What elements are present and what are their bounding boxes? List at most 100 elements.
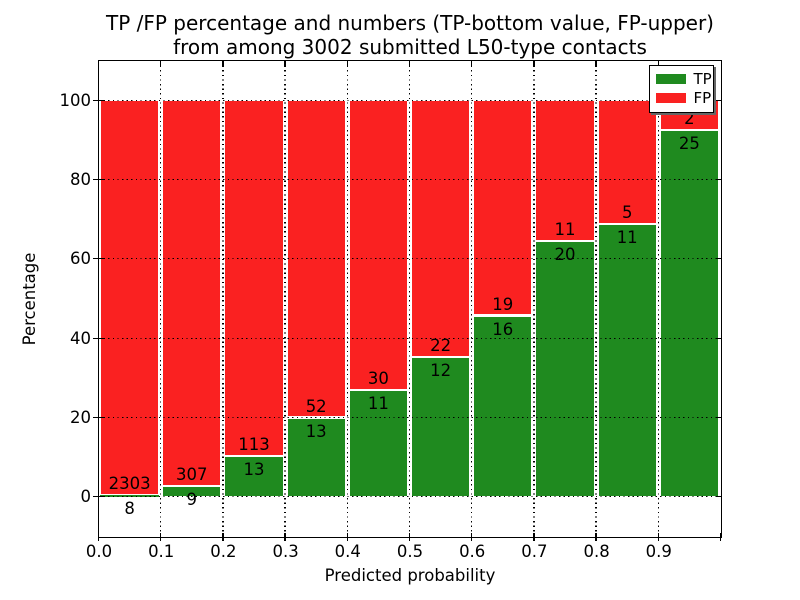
bar-segment-fp bbox=[597, 100, 657, 225]
bar-segment-tp bbox=[659, 129, 719, 497]
bar-count-label-tp: 8 bbox=[124, 499, 135, 519]
y-axis-tick bbox=[92, 178, 104, 181]
y-axis-tick bbox=[92, 258, 104, 260]
top-axis-tick bbox=[160, 60, 162, 66]
bar-count-label-fp: 52 bbox=[305, 396, 327, 416]
bar-segment-fp bbox=[100, 100, 160, 496]
top-axis-tick bbox=[471, 60, 473, 66]
bar-count-label-fp: 19 bbox=[492, 294, 514, 314]
bar-count-label-fp: 22 bbox=[430, 335, 452, 355]
x-axis-tick bbox=[408, 532, 411, 541]
chart-title: TP /FP percentage and numbers (TP-bottom… bbox=[99, 11, 721, 59]
bar-count-label-fp: 2 bbox=[684, 108, 695, 128]
y-axis-tick bbox=[92, 337, 104, 339]
bar-count-label-tp: 13 bbox=[305, 421, 327, 441]
x-axis-tick bbox=[595, 532, 597, 541]
grid-line-vertical bbox=[284, 60, 286, 537]
bar-count-label-tp: 25 bbox=[678, 133, 700, 153]
x-axis-tick bbox=[222, 532, 224, 541]
bar-segment-tp bbox=[535, 240, 595, 497]
y-tick-label: 40 bbox=[70, 328, 91, 348]
plot-area: 2303 8 307 9 113 13 52 13 30 11 22 12 19 16 11 20 5 11 2 25… bbox=[92, 59, 722, 541]
bar-count-label-tp: 16 bbox=[492, 319, 514, 339]
top-axis-tick bbox=[533, 60, 535, 66]
bar-segment-tp bbox=[597, 224, 657, 497]
bar-count-label-tp: 13 bbox=[243, 459, 265, 479]
bar-segment-tp bbox=[100, 495, 160, 497]
top-axis-tick bbox=[657, 60, 659, 66]
legend-swatch-fp bbox=[655, 93, 686, 103]
bar-count-label-fp: 113 bbox=[238, 434, 270, 454]
bar-count-label-tp: 12 bbox=[430, 360, 452, 380]
x-tick-label: 0.8 bbox=[583, 542, 610, 561]
bar-segment-fp bbox=[535, 100, 595, 241]
grid-line-vertical bbox=[595, 60, 597, 537]
grid-line-vertical bbox=[346, 60, 348, 537]
bar-labels-layer: 2303 8 307 9 113 13 52 13 30 11 22 12 19 16 11 20 5 11 2 25 bbox=[99, 61, 721, 537]
x-tick-label: 0.5 bbox=[396, 542, 424, 561]
x-axis-tick bbox=[657, 532, 659, 541]
bar-segment-fp bbox=[162, 100, 222, 486]
y-tick-label: 60 bbox=[70, 249, 91, 269]
right-axis-tick bbox=[715, 178, 721, 181]
bar-segment-fp bbox=[348, 100, 408, 391]
bar-segment-tp bbox=[286, 417, 346, 497]
legend-label-tp: TP bbox=[693, 70, 712, 88]
bar-segment-tp bbox=[348, 390, 408, 497]
axis-ticks-layer bbox=[92, 60, 722, 541]
bar-count-label-fp: 30 bbox=[367, 369, 389, 389]
y-axis-tick bbox=[92, 416, 104, 419]
x-tick-label: 0.2 bbox=[210, 542, 237, 561]
y-axis-tick bbox=[92, 496, 104, 498]
bar-count-label-fp: 307 bbox=[176, 464, 208, 484]
bar-count-label-fp: 11 bbox=[554, 219, 576, 239]
bar-segment-tp bbox=[224, 455, 284, 497]
x-tick-label: 0.6 bbox=[459, 542, 486, 561]
x-axis-label: Predicted probability bbox=[324, 566, 496, 585]
grid-line-vertical bbox=[471, 60, 473, 537]
x-tick-label: 0.4 bbox=[334, 542, 361, 561]
x-tick-label: 0.1 bbox=[148, 542, 175, 561]
bar-segment-tp bbox=[473, 315, 533, 497]
x-axis-tick bbox=[284, 532, 286, 541]
top-axis-tick bbox=[408, 60, 411, 66]
grid-line-vertical bbox=[160, 60, 162, 537]
x-axis-tick bbox=[160, 532, 162, 541]
right-axis-tick bbox=[715, 416, 721, 419]
x-tick-label: 0.9 bbox=[645, 542, 672, 561]
top-axis-tick bbox=[346, 60, 348, 66]
grid-line-vertical bbox=[408, 60, 411, 537]
grid-line-vertical bbox=[657, 60, 659, 537]
right-axis-tick bbox=[715, 258, 721, 260]
grid-line-vertical bbox=[222, 60, 224, 537]
top-axis-tick bbox=[595, 60, 597, 66]
y-axis-label: Percentage bbox=[20, 252, 39, 346]
x-axis-tick bbox=[719, 532, 722, 541]
bar-count-label-tp: 20 bbox=[554, 244, 576, 264]
bar-segment-fp bbox=[473, 100, 533, 316]
right-axis-tick bbox=[715, 496, 721, 498]
legend: TP FP bbox=[648, 64, 714, 113]
top-axis-tick bbox=[222, 60, 224, 66]
y-tick-label: 100 bbox=[59, 90, 92, 110]
legend-swatch-tp bbox=[655, 74, 686, 84]
bar-count-label-fp: 5 bbox=[621, 203, 633, 223]
bar-count-label-tp: 11 bbox=[616, 228, 638, 248]
legend-row-tp: TP bbox=[655, 70, 713, 89]
x-axis-tick bbox=[533, 532, 535, 541]
x-axis-tick bbox=[471, 532, 473, 541]
bar-count-label-fp: 2303 bbox=[108, 474, 151, 494]
x-tick-label: 0.7 bbox=[521, 542, 548, 561]
legend-label-fp: FP bbox=[693, 89, 712, 107]
chart-title-line2: from among 3002 submitted L50-type conta… bbox=[173, 35, 647, 59]
bar-count-label-tp: 11 bbox=[367, 394, 389, 414]
x-axis-tick bbox=[346, 532, 348, 541]
grid-line-vertical bbox=[533, 60, 535, 537]
x-tick-label: 0.0 bbox=[85, 542, 113, 561]
top-axis-tick bbox=[284, 60, 286, 66]
bar-count-label-tp: 9 bbox=[186, 489, 198, 509]
x-tick-label: 0.3 bbox=[272, 542, 299, 561]
right-axis-tick bbox=[715, 99, 721, 101]
x-axis-tick bbox=[97, 532, 100, 541]
